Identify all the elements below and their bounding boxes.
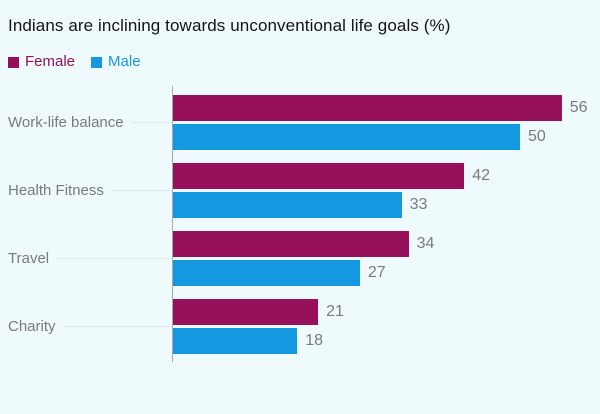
legend-label-male: Male (108, 53, 141, 70)
legend-item-male[interactable]: Male (91, 54, 141, 70)
bar-line-female: 56 (172, 95, 600, 121)
legend: Female Male (8, 54, 592, 70)
chart-page: { "chart_data": { "type": "bar", "orient… (0, 14, 600, 414)
value-label: 56 (569, 99, 588, 116)
bar-female (172, 231, 409, 257)
bar-line-female: 34 (172, 231, 600, 257)
value-label: 27 (367, 264, 386, 281)
y-axis-baseline (172, 86, 173, 362)
bar-male (172, 260, 360, 286)
category-label: Charity (8, 318, 56, 335)
chart-row-health-fitness: Health Fitness 42 33 (0, 163, 600, 218)
bar-male (172, 124, 520, 150)
bar-line-male: 50 (172, 124, 600, 150)
bar-line-female: 21 (172, 299, 600, 325)
value-label: 42 (472, 167, 491, 184)
bar-line-male: 33 (172, 192, 600, 218)
value-label: 50 (527, 128, 546, 145)
bar-line-male: 27 (172, 260, 600, 286)
category-label-cell: Charity (0, 299, 172, 354)
label-leader-line (56, 258, 170, 259)
legend-item-female[interactable]: Female (8, 54, 75, 70)
chart-row-travel: Travel 34 27 (0, 231, 600, 286)
category-label: Work-life balance (8, 114, 124, 131)
bar-line-male: 18 (172, 328, 600, 354)
bar-male (172, 192, 402, 218)
value-label: 34 (416, 235, 435, 252)
category-label: Travel (8, 250, 50, 267)
category-label-cell: Work-life balance (0, 95, 172, 150)
label-leader-line (62, 326, 170, 327)
bar-female (172, 299, 319, 325)
label-leader-line (130, 122, 170, 123)
legend-swatch-female-icon (8, 56, 19, 68)
bar-group: 42 33 (172, 163, 600, 218)
chart-title: Indians are inclining towards unconventi… (8, 16, 451, 35)
value-label: 21 (326, 303, 344, 320)
category-label-cell: Travel (0, 231, 172, 286)
bar-male (172, 328, 298, 354)
bar-group: 34 27 (172, 231, 600, 286)
value-label: 33 (409, 196, 428, 213)
legend-swatch-male-icon (91, 56, 103, 68)
chart-row-charity: Charity 21 18 (0, 299, 600, 354)
bar-group: 56 50 (172, 95, 600, 150)
chart-row-work-life-balance: Work-life balance 56 50 (0, 95, 600, 150)
label-leader-line (110, 190, 170, 191)
bar-group: 21 18 (172, 299, 600, 354)
bar-female (172, 163, 465, 189)
category-label-cell: Health Fitness (0, 163, 172, 218)
bar-female (172, 95, 562, 121)
value-label: 18 (305, 332, 324, 349)
legend-label-female: Female (25, 53, 76, 70)
category-label: Health Fitness (8, 182, 104, 199)
bar-line-female: 42 (172, 163, 600, 189)
plot-area: Work-life balance 56 50 Health Fitness 42 33 T… (0, 86, 600, 362)
